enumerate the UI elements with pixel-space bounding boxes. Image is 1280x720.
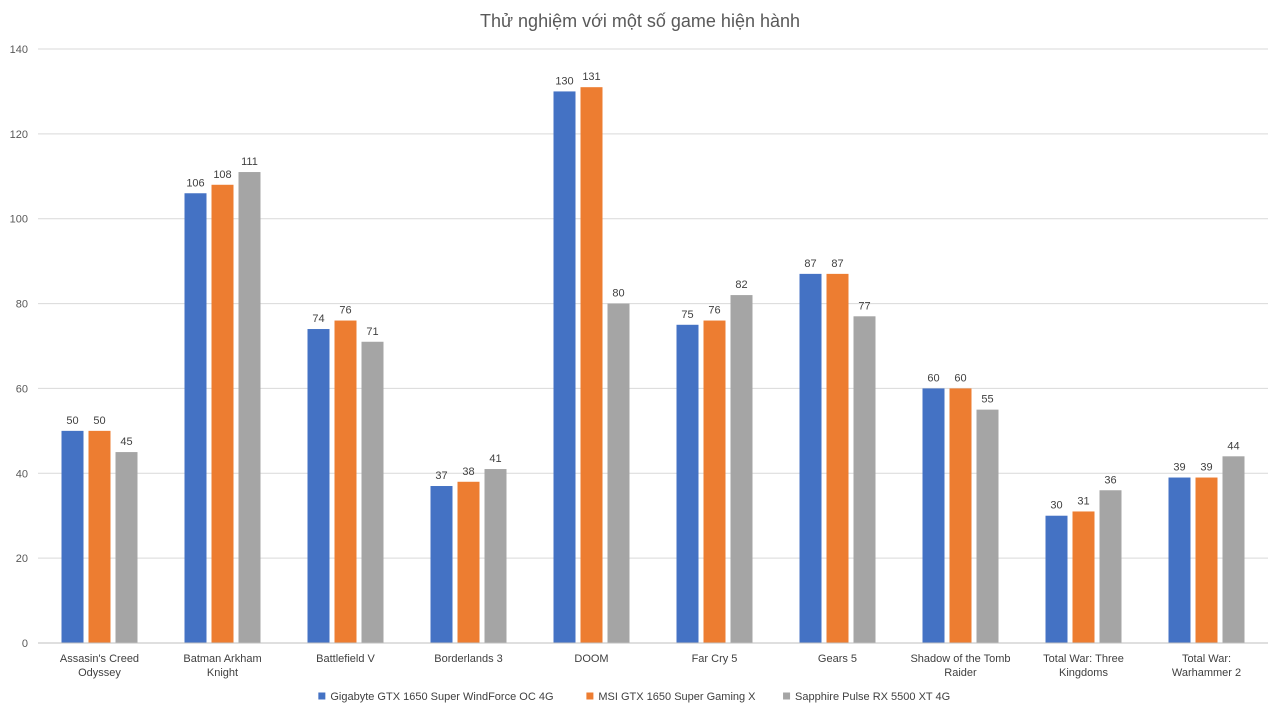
data-label: 71 xyxy=(366,326,378,338)
bar xyxy=(826,273,849,643)
x-category-label: Far Cry 5 xyxy=(692,653,738,665)
data-label: 50 xyxy=(93,415,105,427)
y-tick-label: 140 xyxy=(10,44,28,56)
data-label: 87 xyxy=(804,258,816,270)
bar xyxy=(703,320,726,643)
legend-label: Sapphire Pulse RX 5500 XT 4G xyxy=(795,691,950,703)
bar xyxy=(580,87,603,643)
data-label: 37 xyxy=(435,470,447,482)
data-label: 45 xyxy=(120,436,132,448)
y-tick-label: 100 xyxy=(10,214,28,226)
bar xyxy=(238,172,261,644)
legend-swatch xyxy=(783,692,791,700)
bar xyxy=(553,91,576,643)
x-category-label: DOOM xyxy=(574,653,608,665)
bar xyxy=(1195,477,1218,643)
data-label: 60 xyxy=(927,372,939,384)
data-label: 44 xyxy=(1227,440,1239,452)
y-tick-label: 0 xyxy=(22,638,28,650)
x-category-label: Assasin's Creed Odyssey xyxy=(60,653,139,679)
bar xyxy=(484,469,507,643)
data-label: 76 xyxy=(339,305,351,317)
y-tick-label: 60 xyxy=(16,383,28,395)
bar xyxy=(88,430,111,643)
legend-label: MSI GTX 1650 Super Gaming X xyxy=(598,691,756,703)
y-tick-label: 40 xyxy=(16,468,28,480)
bar xyxy=(1168,477,1191,643)
x-category-label: Battlefield V xyxy=(316,653,375,665)
data-label: 87 xyxy=(831,258,843,270)
data-labels: 50 50 45 106 108 111 74 76 71 37 38 41 130 131 80 75 76 8… xyxy=(66,71,1239,512)
bar xyxy=(853,316,876,643)
legend: Gigabyte GTX 1650 Super WindForce OC 4G M… xyxy=(318,691,950,703)
x-category-label: Total War: Warhammer 2 xyxy=(1172,653,1241,679)
data-label: 77 xyxy=(858,300,870,312)
category-labels: Assasin's Creed Odyssey Batman Arkham Knigh… xyxy=(60,653,1241,679)
data-label: 74 xyxy=(312,313,324,325)
data-label: 130 xyxy=(555,75,573,87)
data-label: 82 xyxy=(735,279,747,291)
x-category-label: Gears 5 xyxy=(818,653,857,665)
bar xyxy=(334,320,357,643)
data-label: 36 xyxy=(1104,474,1116,486)
data-label: 75 xyxy=(681,309,693,321)
data-label: 39 xyxy=(1173,462,1185,474)
legend-swatch xyxy=(318,692,326,700)
data-label: 50 xyxy=(66,415,78,427)
x-category-label: Borderlands 3 xyxy=(434,653,503,665)
data-label: 55 xyxy=(981,394,993,406)
bar xyxy=(61,430,84,643)
bar xyxy=(184,193,207,643)
x-category-label: Total War: Three Kingdoms xyxy=(1043,653,1124,679)
y-tick-label: 20 xyxy=(16,553,28,565)
bar xyxy=(949,388,972,643)
data-label: 38 xyxy=(462,466,474,478)
data-label: 41 xyxy=(489,453,501,465)
y-axis-ticks: 0 20 40 60 80 100 120 140 xyxy=(10,44,28,650)
bar xyxy=(1072,511,1095,643)
data-label: 31 xyxy=(1077,495,1089,507)
bar xyxy=(307,329,330,643)
bar xyxy=(976,409,999,643)
bar xyxy=(676,324,699,643)
bar xyxy=(922,388,945,643)
bar xyxy=(457,481,480,643)
x-category-label: Shadow of the Tomb Raider xyxy=(910,653,1010,679)
bar xyxy=(730,295,753,643)
data-label: 111 xyxy=(241,156,258,168)
chart-title: Thử nghiệm với một số game hiện hành xyxy=(480,11,800,31)
data-label: 131 xyxy=(582,71,600,83)
data-label: 108 xyxy=(213,169,231,181)
data-label: 76 xyxy=(708,305,720,317)
data-label: 106 xyxy=(186,177,204,189)
bar xyxy=(1045,515,1068,643)
bar xyxy=(1099,490,1122,643)
bar xyxy=(607,303,630,643)
bar xyxy=(361,341,384,643)
bar xyxy=(799,273,822,643)
data-label: 30 xyxy=(1050,500,1062,512)
bars xyxy=(61,87,1245,644)
x-category-label: Batman Arkham Knight xyxy=(183,653,261,679)
legend-label: Gigabyte GTX 1650 Super WindForce OC 4G xyxy=(330,691,553,703)
bar xyxy=(430,486,453,643)
data-label: 80 xyxy=(612,288,624,300)
data-label: 39 xyxy=(1200,462,1212,474)
bar xyxy=(115,452,138,643)
legend-swatch xyxy=(586,692,594,700)
y-tick-label: 120 xyxy=(10,129,28,141)
bar xyxy=(211,184,234,643)
data-label: 60 xyxy=(954,372,966,384)
y-tick-label: 80 xyxy=(16,299,28,311)
bar xyxy=(1222,456,1245,643)
